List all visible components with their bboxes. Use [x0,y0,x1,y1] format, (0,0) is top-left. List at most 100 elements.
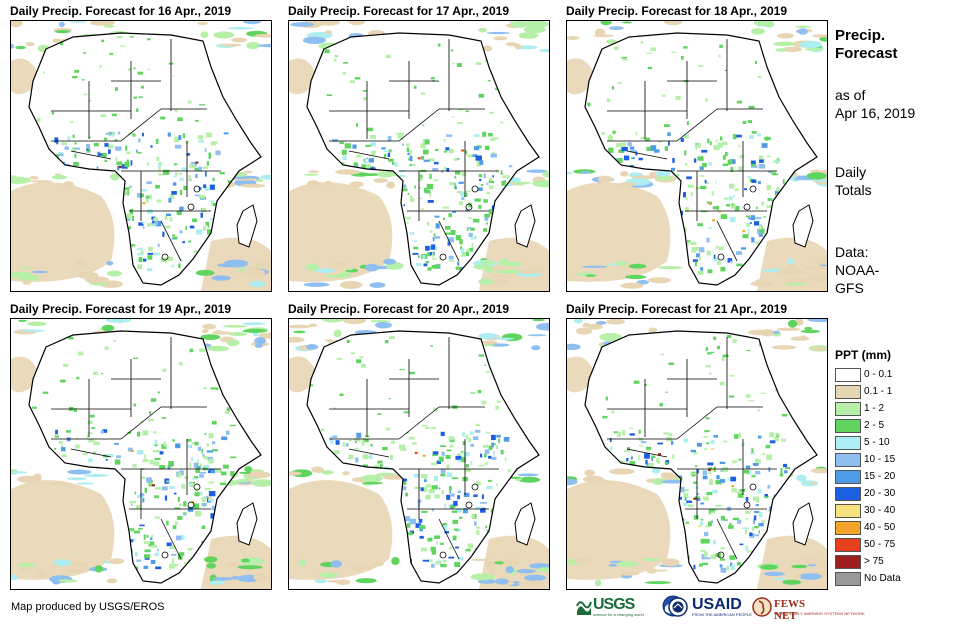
land-precip-cell [605,396,608,401]
land-precip-cell [31,406,37,409]
ocean-precip-patch [480,260,496,265]
land-precip-cell [492,151,495,155]
land-precip-cell [203,387,207,389]
land-precip-cell [409,150,412,155]
land-precip-cell [392,543,396,547]
land-precip-cell [224,498,229,501]
land-precip-cell [494,88,499,90]
land-precip-cell [486,222,488,225]
land-precip-cell [455,235,462,241]
land-precip-cell [150,560,156,564]
ocean-precip-patch [60,568,85,573]
land-precip-cell [688,504,694,508]
land-precip-cell [444,503,447,509]
land-precip-cell [488,455,492,459]
land-precip-cell [712,540,717,545]
ocean-precip-patch [621,21,633,24]
land-precip-cell [332,138,339,142]
ocean-precip-patch [580,171,591,174]
land-precip-cell [142,430,149,436]
land-precip-cell [709,480,713,485]
land-precip-cell [194,441,199,446]
land-precip-cell [455,546,459,549]
land-precip-cell [775,225,781,228]
ocean-precip-patch [225,562,242,568]
land-precip-cell [454,170,461,175]
land-precip-cell [786,504,794,508]
land-precip-cell [715,509,718,511]
ocean-precip-patch [539,48,549,53]
heavy-precip-cell [420,208,424,211]
heavy-precip-cell [710,469,714,472]
land-precip-cell [331,475,334,481]
country-border [676,108,718,142]
land-precip-cell [727,477,730,481]
land-precip-cell [457,495,460,500]
partner-logos: USGS science for a changing world USAID … [576,595,865,622]
land-precip-cell [58,169,65,173]
land-precip-cell [366,455,371,459]
land-precip-cell [395,519,402,524]
land-precip-cell [631,157,635,160]
ocean-precip-patch [812,34,827,38]
land-precip-cell [350,80,355,84]
land-precip-cell [125,216,131,221]
land-precip-cell [668,433,673,436]
land-precip-cell [748,400,755,402]
land-precip-cell [488,180,495,184]
land-precip-cell [435,148,439,151]
land-precip-cell [745,517,749,520]
land-precip-cell [193,503,200,509]
land-precip-cell [423,486,428,493]
land-precip-cell [138,222,144,226]
land-precip-cell [53,457,57,462]
land-precip-cell [466,248,471,252]
forecast-panel-18-apr: Daily Precip. Forecast for 18 Apr., 2019 [566,3,828,292]
land-precip-cell [671,51,677,53]
land-precip-cell [145,198,149,203]
land-precip-cell [111,205,115,209]
land-precip-cell [785,467,790,469]
land-precip-cell [142,222,145,224]
country-border [120,108,162,142]
land-precip-cell [359,356,364,359]
ocean-precip-patch [17,475,42,483]
land-precip-cell [483,228,488,232]
country-border [438,518,460,560]
ocean-precip-patch [314,579,328,584]
land-precip-cell [425,494,431,500]
land-precip-cell [146,181,152,185]
land-precip-cell [399,444,406,449]
lake-outline [717,551,725,559]
land-precip-cell [611,86,614,90]
land-precip-cell [138,257,143,263]
land-precip-cell [468,232,473,238]
land-precip-cell [471,563,474,566]
legend-title: PPT (mm) [835,348,892,362]
heavy-precip-cell [417,157,421,160]
ocean-precip-patch [51,174,67,180]
land-precip-cell [607,155,610,161]
ocean-precip-patch [567,343,581,351]
land-precip-cell [182,133,186,139]
land-precip-cell [126,151,131,155]
land-precip-cell [443,166,447,171]
land-precip-cell [203,456,208,460]
land-precip-cell [704,179,707,184]
land-precip-cell [646,146,653,151]
land-precip-cell [71,147,76,153]
land-precip-cell [726,204,731,207]
land-precip-cell [742,527,749,529]
ocean-precip-patch [212,577,233,581]
land-precip-cell [503,437,510,442]
land-precip-cell [152,431,157,434]
heavy-precip-cell [731,485,735,488]
land-precip-cell [432,508,434,512]
usgs-wordmark: USGS [593,596,635,613]
land-precip-cell [713,435,718,438]
land-precip-cell [355,457,359,463]
land-precip-cell [380,464,383,468]
land-precip-cell [463,492,470,497]
land-precip-cell [178,552,185,556]
land-precip-cell [463,451,470,457]
